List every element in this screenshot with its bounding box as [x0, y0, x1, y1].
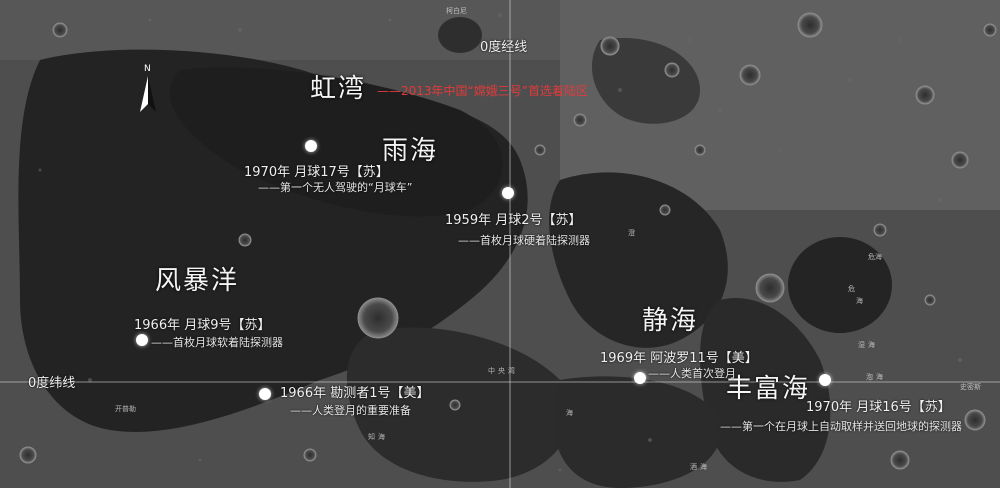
- craters: [19, 12, 997, 470]
- place-label: 酒: [690, 463, 697, 471]
- meridian-label: 0度经线: [480, 40, 528, 55]
- place-label: 湾: [508, 367, 515, 375]
- equator-label: 0度纬线: [28, 376, 76, 391]
- place-label: 湿: [858, 341, 865, 349]
- landing-site-marker-luna16: [819, 374, 831, 386]
- landing-site-marker-surveyor1: [259, 388, 271, 400]
- place-label: 危海: [868, 253, 882, 261]
- place-label: 海: [876, 373, 883, 381]
- place-label: 史密斯: [960, 383, 981, 391]
- place-label: 海: [868, 341, 875, 349]
- landing-site-marker-luna9: [136, 334, 148, 346]
- place-label: 海: [566, 409, 573, 417]
- place-label: 海: [700, 463, 707, 471]
- mission-desc-surveyor1: ——人类登月的重要准备: [290, 404, 411, 417]
- mare-label-oceanus-procellarum: 风暴洋: [155, 266, 240, 296]
- place-label: 澄: [628, 229, 635, 237]
- landing-site-marker-luna2: [502, 187, 514, 199]
- north-label: N: [144, 64, 151, 74]
- mare-label-mare-imbrium: 雨海: [382, 136, 439, 166]
- north-arrow: N: [138, 64, 158, 116]
- mission-title-luna2: 1959年 月球2号【苏】: [445, 213, 582, 228]
- mare-label-mare-fecunditatis: 丰富海: [726, 374, 811, 404]
- place-label: 知: [368, 433, 375, 441]
- mission-desc-luna17: ——第一个无人驾驶的“月球车”: [258, 181, 413, 194]
- place-label: 海: [378, 433, 385, 441]
- surface-texture: [38, 13, 962, 472]
- place-label: 柯白尼: [446, 7, 467, 15]
- place-label: 泡: [866, 373, 873, 381]
- chang-e-3-note: ——2013年中国“嫦娥三号”首选着陆区: [377, 84, 588, 98]
- place-label: 中: [488, 367, 495, 375]
- landing-site-marker-apollo11: [634, 372, 646, 384]
- mare-label-sinus-iridum: 虹湾: [310, 74, 367, 104]
- place-label: 海: [856, 297, 863, 305]
- mission-title-surveyor1: 1966年 勘测者1号【美】: [280, 386, 430, 401]
- mission-title-apollo11: 1969年 阿波罗11号【美】: [600, 351, 758, 366]
- mission-desc-apollo11: ——人类首次登月: [648, 367, 736, 380]
- mission-title-luna17: 1970年 月球17号【苏】: [244, 165, 389, 180]
- mission-desc-luna2: ——首枚月球硬着陆探测器: [458, 234, 590, 247]
- place-label: 央: [498, 367, 505, 375]
- mare-label-mare-tranquillitatis: 静海: [642, 306, 699, 336]
- mission-desc-luna9: ——首枚月球软着陆探测器: [151, 336, 283, 349]
- landing-site-marker-luna17: [305, 140, 317, 152]
- mission-title-luna16: 1970年 月球16号【苏】: [806, 400, 951, 415]
- place-label: 危: [848, 285, 855, 293]
- mission-desc-luna16: ——第一个在月球上自动取样并送回地球的探测器: [720, 420, 962, 433]
- mission-title-luna9: 1966年 月球9号【苏】: [134, 318, 271, 333]
- place-label: 开普勒: [115, 405, 136, 413]
- north-arrow-icon: [140, 76, 156, 112]
